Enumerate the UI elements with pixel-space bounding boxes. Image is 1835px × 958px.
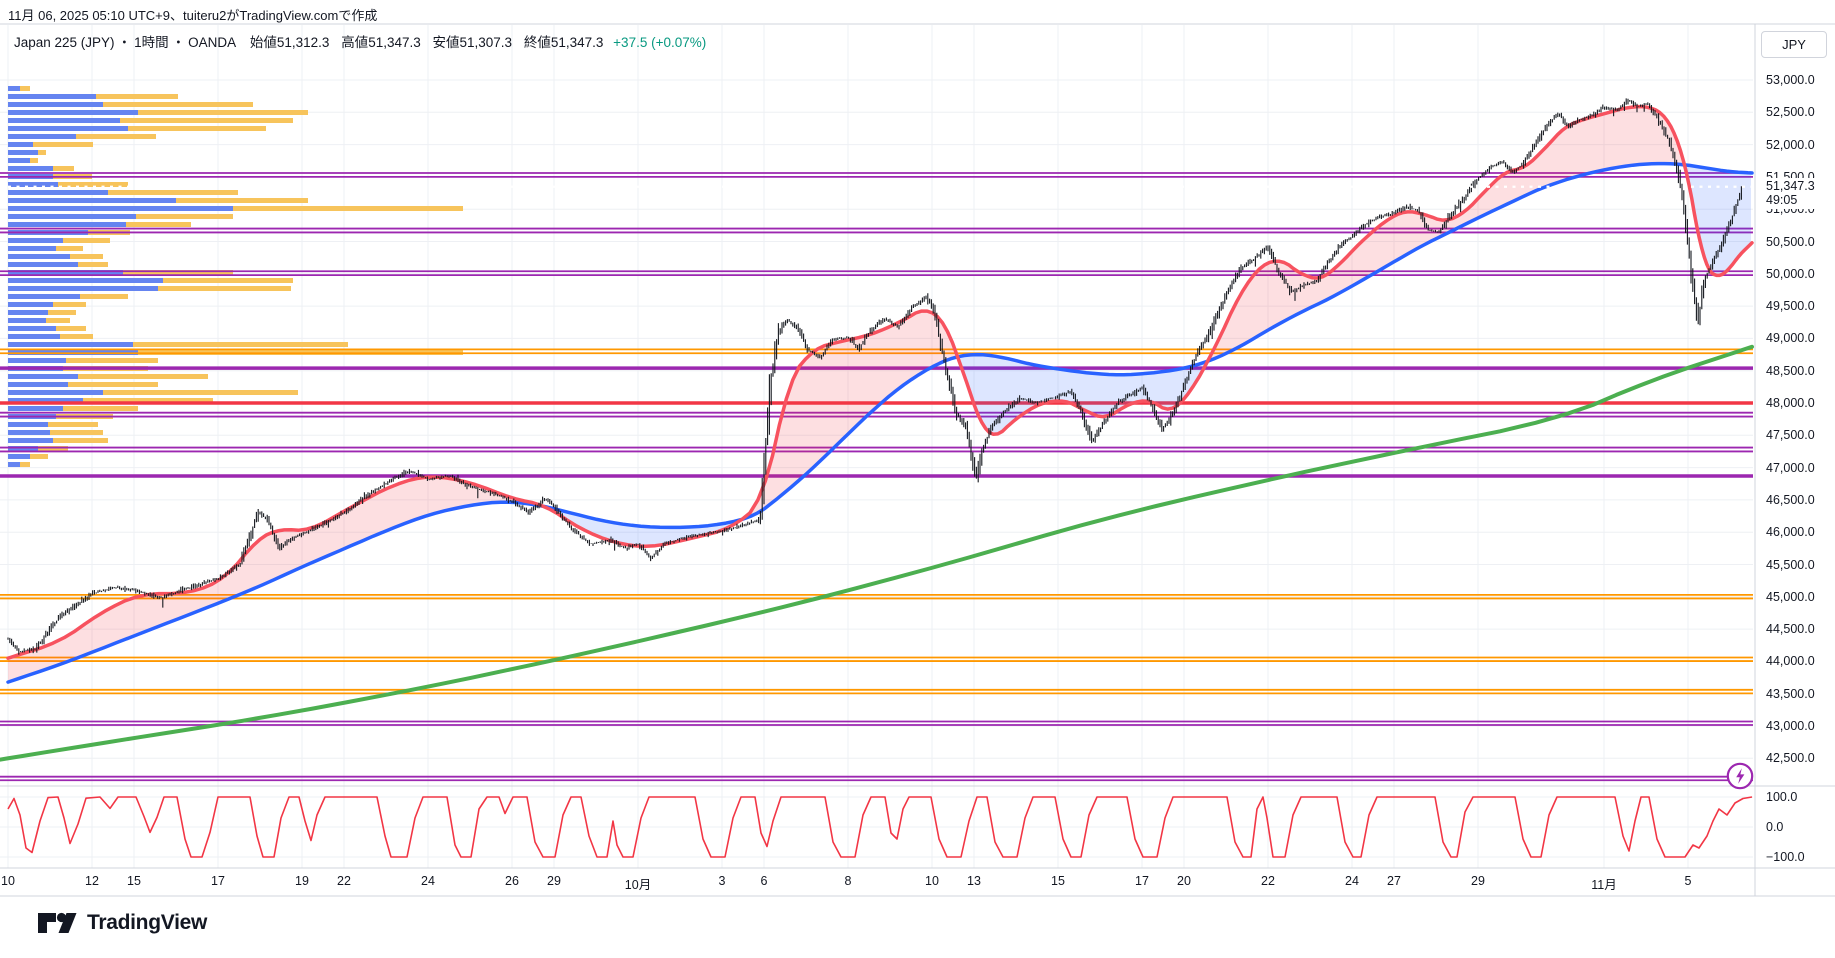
time-axis-label: 6	[760, 874, 768, 888]
time-axis-label: 26	[505, 874, 519, 888]
time-axis-label: 10	[1, 874, 15, 888]
time-axis-label: 20	[1177, 874, 1191, 888]
time-axis-label: 17	[211, 874, 225, 888]
price-axis-label: 49,000.0	[1766, 331, 1815, 346]
time-axis-label: 17	[1135, 874, 1149, 888]
high-label: 高値	[341, 35, 369, 50]
time-axis-label: 15	[127, 874, 141, 888]
currency-unit-button[interactable]: JPY	[1761, 31, 1827, 58]
price-axis-label: 43,500.0	[1766, 686, 1815, 701]
open-value: 51,312.3	[276, 35, 330, 50]
price-axis-label: 45,000.0	[1766, 589, 1815, 604]
price-axis-label: 44,500.0	[1766, 622, 1815, 637]
oscillator-axis-label: 0.0	[1766, 820, 1784, 834]
change-value: +37.5 (+0.07%)	[613, 35, 707, 50]
price-axis-label: 50,500.0	[1766, 234, 1815, 249]
price-axis-label: 47,500.0	[1766, 428, 1815, 443]
low-value: 51,307.3	[459, 35, 513, 50]
price-axis-label: 45,500.0	[1766, 557, 1815, 572]
time-axis-label: 13	[967, 874, 981, 888]
time-axis-label: 19	[295, 874, 309, 888]
time-axis-label: 3	[718, 874, 726, 888]
close-value: 51,347.3	[550, 35, 604, 50]
price-axis-label: 47,000.0	[1766, 460, 1815, 475]
time-axis-label: 22	[337, 874, 351, 888]
tradingview-logo-text: TradingView	[87, 911, 208, 934]
price-axis-label: 46,500.0	[1766, 492, 1815, 507]
time-axis-label: 22	[1261, 874, 1275, 888]
low-label: 安値	[432, 35, 460, 50]
tradingview-logo[interactable]: TradingView	[38, 910, 207, 936]
price-axis-label: 48,500.0	[1766, 363, 1815, 378]
time-axis-label: 15	[1051, 874, 1065, 888]
time-axis-label: 5	[1684, 874, 1692, 888]
attribution-text: 11月 06, 2025 05:10 UTC+9、tuiteru2がTradin…	[8, 8, 378, 23]
interval-label: 1時間	[134, 35, 169, 50]
time-axis-label: 27	[1387, 874, 1401, 888]
time-axis-label: 10	[925, 874, 939, 888]
price-axis-label: 44,000.0	[1766, 654, 1815, 669]
current-price-value: 51,347.3	[1766, 179, 1815, 193]
symbol-title[interactable]: Japan 225 (JPY)	[14, 35, 115, 50]
tradingview-logo-mark	[38, 912, 77, 933]
oscillator-axis-label: −100.0	[1766, 850, 1805, 864]
close-label: 終値	[523, 35, 551, 50]
open-label: 始値	[249, 35, 277, 50]
price-axis-label: 43,000.0	[1766, 719, 1815, 733]
price-axis-label: 52,500.0	[1766, 105, 1815, 120]
legend-separator: ・	[117, 35, 132, 50]
time-axis-label: 29	[1471, 874, 1485, 888]
time-axis-label: 24	[1345, 874, 1359, 888]
price-axis-label: 52,000.0	[1766, 137, 1815, 152]
exchange-label: OANDA	[188, 35, 237, 50]
time-axis-label: 12	[85, 874, 99, 888]
price-axis-label: 50,000.0	[1766, 266, 1815, 281]
bar-countdown: 49:05	[1766, 193, 1798, 207]
time-axis-label: 10月	[624, 878, 652, 892]
price-axis-label: 49,500.0	[1766, 299, 1815, 314]
price-axis-label: 46,000.0	[1766, 525, 1815, 540]
price-axis-label: 42,500.0	[1766, 751, 1815, 766]
high-value: 51,347.3	[368, 35, 421, 50]
price-axis-label: 48,000.0	[1766, 396, 1815, 410]
time-axis-label: 24	[421, 874, 435, 888]
time-axis-label: 11月	[1591, 878, 1617, 892]
legend-separator: ・	[171, 35, 186, 50]
flash-boost-icon[interactable]	[1726, 762, 1754, 790]
time-axis-label: 8	[844, 874, 852, 888]
chart-legend: Japan 225 (JPY) ・ 1時間・ OANDA 始値51,312.3 高値5…	[14, 31, 709, 51]
price-axis-label: 53,000.0	[1766, 73, 1815, 87]
time-axis-label: 29	[547, 874, 561, 888]
oscillator-axis-label: 100.0	[1766, 790, 1798, 804]
current-price-badge: 51,347.3 49:05	[1756, 178, 1835, 209]
